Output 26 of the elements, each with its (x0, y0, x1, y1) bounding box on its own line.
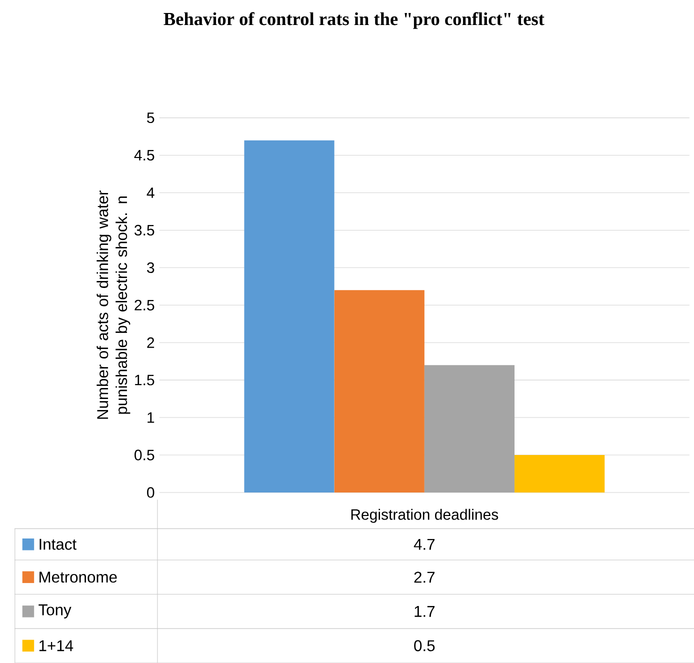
y-tick-label: 3 (147, 262, 154, 274)
bar (514, 455, 605, 493)
x-tick-label: Registration deadlines (351, 508, 498, 523)
text: 0.5 (414, 640, 435, 652)
y-tick-label: 2 (147, 337, 154, 348)
text: 1.7 (414, 606, 435, 617)
y-tick-label: 4 (146, 188, 154, 198)
y-axis-title: Number of acts of drinking water punishable by electric shock. n (96, 190, 130, 419)
y-tick-label: 5 (147, 112, 154, 124)
chart-title: Behavior of control rats in the "pro conflict" test (164, 12, 544, 30)
y-tick-label: 3.5 (134, 224, 154, 236)
bar (244, 140, 334, 493)
text: 2.7 (414, 572, 435, 583)
y-tick-label: 1.5 (135, 374, 154, 386)
text: 4.7 (414, 539, 435, 550)
y-tick-label: 1 (148, 412, 154, 423)
legend-label: 1+14 (39, 640, 74, 652)
legend-label: Intact (40, 538, 76, 550)
y-tick-label: 0 (147, 487, 154, 498)
legend-label: Metronome (40, 572, 117, 583)
y-tick-label: 2.5 (134, 300, 154, 311)
legend-label: Tony (38, 604, 72, 619)
y-tick-label: 0.5 (134, 450, 154, 460)
y-tick-label: 4.5 (134, 150, 154, 161)
bar (334, 290, 424, 493)
bar (424, 365, 515, 493)
